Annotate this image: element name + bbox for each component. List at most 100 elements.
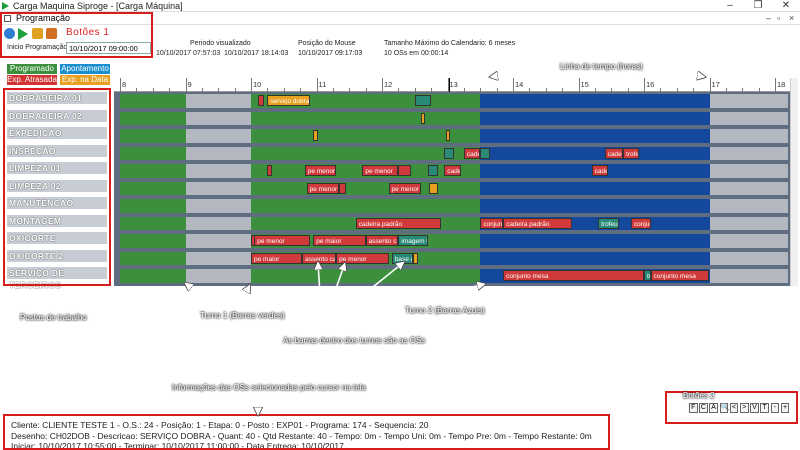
os-bar[interactable] [257,95,265,106]
turno1-early-bar [120,269,186,283]
os-details-highlight-box [3,414,610,450]
hour-tick [513,78,514,92]
os-bar[interactable] [429,182,438,194]
button2-5[interactable]: > [740,403,749,413]
close-button[interactable]: ✕ [781,0,791,11]
os-bar[interactable]: pe maior [313,235,366,246]
button2-0[interactable]: F [689,403,698,413]
gantt-scrollbar[interactable] [790,78,798,286]
os-bar[interactable]: conjunto mesa [503,270,644,281]
button2-3[interactable]: 🔍 [719,403,730,413]
play-icon[interactable] [18,28,28,40]
hour-tick [120,78,121,92]
os-bar[interactable]: imagem t [398,235,428,246]
hour-label: 15 [580,80,589,89]
refresh-icon[interactable] [4,28,15,39]
os-bar[interactable]: cade [444,165,461,176]
os-bar[interactable] [313,130,319,141]
idle-bar [709,234,789,248]
minor-tick [775,88,776,92]
turno2-bar [480,199,710,213]
os-bar[interactable]: assento ca [365,235,399,246]
minor-tick [447,88,449,92]
minimize-button[interactable]: – [727,0,733,11]
button2-6[interactable]: V [750,403,759,413]
os-bar[interactable] [480,147,491,159]
button2-2[interactable]: A [709,403,718,413]
button2-7[interactable]: T [760,403,769,413]
doc-close-button[interactable]: × [789,13,795,23]
os-bar[interactable] [446,130,451,141]
maximize-button[interactable]: ❐ [753,0,763,11]
annotation-timeline: Linha de tempo (horas) [560,62,643,71]
annotation-turno2: Turno 2 (Barras Azuis) [405,306,485,315]
workstation-label[interactable]: INSPEÇÃO [7,144,107,157]
workstation-label[interactable]: LIMPEZA 01 [7,162,107,174]
workstations-highlight-box [3,88,111,286]
workstation-label[interactable]: DOBRADEIRA 01 [7,92,107,104]
minor-tick [152,88,154,92]
workstation-label[interactable]: LIMPEZA 02 [7,179,107,192]
idle-bar [185,146,251,160]
os-bar[interactable] [444,147,455,159]
os-bar[interactable]: pe menor [362,165,399,176]
button2-9[interactable]: + [780,403,790,413]
workstation-label[interactable]: DOBRADEIRA 02 [7,109,107,122]
minor-tick [316,88,318,92]
os-bar[interactable]: pe menor [336,252,389,264]
workstation-label[interactable]: OXICORTE 2 [7,249,107,262]
minor-tick [382,88,383,92]
os-bar[interactable] [398,165,412,176]
start-date-input[interactable] [66,42,151,54]
os-bar[interactable]: trofeu [598,217,620,229]
os-bar[interactable]: cade [604,147,624,159]
os-bar[interactable]: pe menor [306,182,340,194]
minor-tick [267,88,269,92]
hour-label: 13 [449,80,458,89]
workstation-label[interactable]: OXICORTE [7,232,107,244]
os-bar[interactable]: conjunto [480,217,504,229]
button2-4[interactable]: < [729,403,739,413]
os-bar[interactable]: cade [591,165,608,176]
button2-1[interactable]: C [699,403,708,413]
os-bar[interactable]: pe maior [251,252,303,264]
os-bar[interactable]: pe menor [388,182,422,194]
os-bar[interactable]: serviço dobra [267,95,310,106]
turno1-bar [251,146,481,160]
os-bar[interactable]: cadeira padrão [503,217,572,229]
minor-tick [414,88,416,92]
os-bar[interactable]: conjunto mesa [650,270,710,281]
os-bar[interactable]: pe menor [254,235,310,246]
os-bar[interactable] [267,165,272,176]
os-bar[interactable]: tr [644,270,651,281]
tools-icon[interactable] [46,28,57,39]
os-bar[interactable] [339,182,346,194]
turno2-bar [480,181,710,195]
os-bar[interactable] [413,252,419,264]
os-bar[interactable] [414,95,432,106]
button2-8[interactable]: - [770,403,780,413]
os-details-line3: Iniciar: 10/10/2017 10:55:00 - Terminar:… [11,441,344,450]
workstation-label[interactable]: EXPEDIÇÃO [7,127,107,139]
os-bar[interactable]: conjunt [630,217,651,229]
os-details-line2: Desenho: CH02DOB - Descricao: SERVIÇO DO… [11,430,592,441]
calendar-icon[interactable] [32,28,43,39]
buttons-2-bar: F C A 🔍 < > V T - + [683,403,797,414]
workstation-label[interactable]: MANUTENCAO [7,197,107,209]
idle-bar [709,164,789,178]
gantt-chart[interactable]: serviço dobra cade cade trofe pe menor pe men… [114,78,790,286]
os-bar[interactable]: cade [463,147,481,159]
turno1-early-bar [120,199,186,213]
os-bar[interactable]: trofe [623,147,639,159]
turno1-early-bar [120,181,186,195]
os-bar[interactable] [427,165,438,176]
os-bar[interactable]: cadeira padrão [355,217,441,229]
os-bar[interactable]: pe menor [304,165,337,176]
doc-minimize-button[interactable]: – [766,13,772,23]
minor-tick [234,88,236,92]
turno1-bar [251,269,481,283]
os-bar[interactable] [421,112,426,124]
workstation-label[interactable]: MONTAGEM [7,214,107,227]
document-icon [4,15,11,22]
doc-restore-button[interactable]: ▫ [777,13,781,23]
